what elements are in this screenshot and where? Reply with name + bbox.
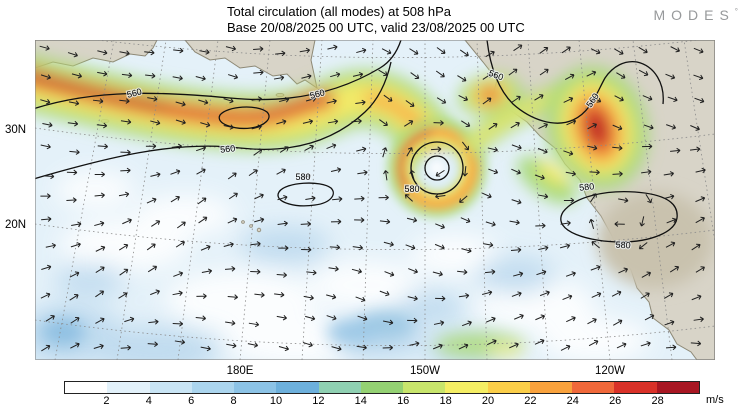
colorbar-segment [191,382,235,393]
modes-logo: MODES° [653,7,738,23]
colorbar-segment [318,382,361,393]
colorbar-tick-label: 14 [354,395,367,407]
graticule [35,40,715,360]
colorbar-segment [65,382,108,393]
lon-label-150w: 150W [409,365,441,377]
colorbar-segment [529,382,573,393]
contour-label-580: 580 [579,181,595,193]
eddy-ring [388,119,486,217]
colorbar-segment [107,382,150,393]
colorbar-segment [276,382,319,393]
colorbar-ticks: 2 4 6 8 10 12 14 16 18 20 22 24 26 28 [64,395,700,408]
colorbar-tick-label: 2 [103,395,110,407]
contour-label-580: 580 [404,184,419,194]
modes-logo-mark: ° [734,7,738,16]
chart-subtitle: Base 20/08/2025 00 UTC, valid 23/08/2025… [227,20,525,35]
colorbar-tick-label: 22 [524,395,537,407]
hawaii-islands [241,220,262,233]
colorbar-tick-label: 4 [145,395,152,407]
colorbar-segment [614,382,657,393]
colorbar-segment [360,382,404,393]
jet-streak-band [35,55,462,171]
contour-label-560: 560 [126,86,143,99]
height-contours [35,40,678,243]
lat-label-30n: 30N [5,124,27,136]
colorbar-tick-label: 18 [439,395,452,407]
colorbar-tick-label: 20 [481,395,495,407]
secondary-patches [41,156,577,358]
colorbar-tick-label: 10 [269,395,283,407]
colorbar-segment [234,382,277,393]
contour-labels: 560 560 560 560 560 580 580 580 580 [125,67,632,252]
terrain-shading [597,192,713,288]
colorbar-segment [149,382,192,393]
contour-label-560: 560 [220,143,236,155]
colorbar-tick-label: 6 [188,395,195,407]
map-svg: 560 560 560 560 560 580 580 580 580 [35,40,715,360]
colorbar [64,381,700,394]
colorbar-segment [656,382,699,393]
colorbar-segment [403,382,446,393]
lat-label-20n: 20N [5,219,27,231]
contour-label-580: 580 [615,240,631,251]
colorbar-tick-label: 28 [651,395,664,407]
colorbar-segment [487,382,530,393]
colorbar-tick-label: 8 [230,395,237,407]
contour-label-580: 580 [295,172,310,182]
chart-title: Total circulation (all modes) at 508 hPa [227,4,452,19]
contour-label-560: 560 [309,87,326,100]
lon-label-120w: 120W [594,365,626,377]
weather-map: 560 560 560 560 560 580 580 580 580 [35,40,715,360]
colorbar-segment [572,382,615,393]
colorbar-tick-label: 24 [566,395,579,407]
colorbar-unit: m/s [706,394,724,406]
modes-logo-text: MODES [653,7,735,23]
chart-title-block: Total circulation (all modes) at 508 hPa… [227,4,525,36]
colorbar-tick-label: 12 [312,395,325,407]
map-frame [35,40,715,360]
colorbar-segment [445,382,488,393]
colorbar-tick-label: 16 [397,395,410,407]
lon-label-180e: 180E [226,365,254,377]
colorbar-tick-label: 26 [609,395,622,407]
